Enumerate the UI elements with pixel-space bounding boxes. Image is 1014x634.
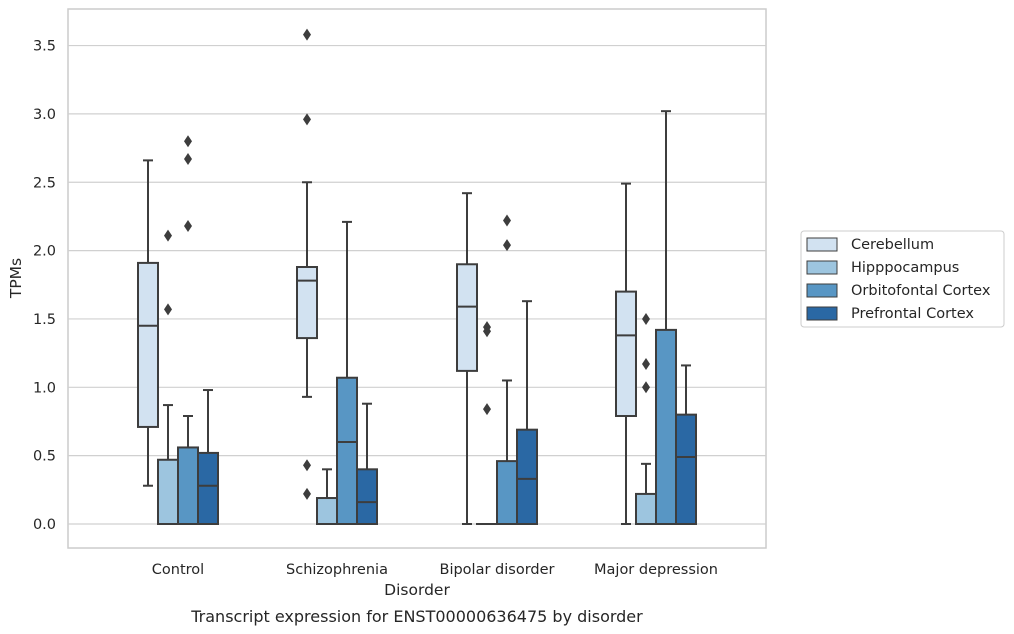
box-body (356, 468, 378, 526)
outlier-point (483, 325, 491, 338)
outlier-point (303, 459, 311, 472)
outlier-point (642, 358, 650, 371)
box-prefrontal-cortex (516, 300, 538, 525)
box-body (655, 328, 677, 525)
outlier-point (164, 229, 172, 242)
outlier-point (184, 219, 192, 232)
box-body (316, 497, 338, 526)
box-orbitofontal-cortex (496, 214, 518, 526)
box-orbitofontal-cortex (336, 220, 358, 525)
y-tick-label: 1.0 (33, 380, 56, 396)
outlier-point (184, 135, 192, 148)
box-cerebellum (615, 182, 637, 525)
box-body (197, 451, 219, 525)
box-prefrontal-cortex (675, 364, 697, 526)
outlier-point (483, 403, 491, 416)
legend-swatch (806, 260, 838, 275)
y-tick-label: 2.0 (33, 244, 56, 260)
legend-frame (800, 230, 1005, 328)
box-body (137, 261, 159, 428)
box-body (615, 290, 637, 418)
legend-swatch (806, 283, 838, 298)
box-cerebellum (137, 159, 159, 487)
box-body (675, 413, 697, 526)
box-body (157, 458, 179, 526)
y-tick-label: 3.5 (33, 39, 56, 55)
box-series (137, 28, 697, 526)
y-tick-label: 0.0 (33, 517, 56, 533)
x-tick-label: Major depression (594, 562, 718, 578)
x-tick-label: Bipolar disorder (440, 562, 555, 578)
x-tick-label: Control (152, 562, 204, 578)
x-tick-labels: Control Schizophrenia Bipolar disorder Majo… (152, 562, 718, 578)
legend-label: Prefrontal Cortex (851, 306, 974, 322)
box-prefrontal-cortex (197, 389, 219, 525)
box-body (177, 446, 199, 525)
y-axis-title: TPMs (7, 258, 25, 299)
y-tick-labels: 0.0 0.5 1.0 1.5 2.0 2.5 3.0 3.5 (33, 39, 56, 533)
box-body (456, 263, 478, 372)
outlier-point (503, 214, 511, 227)
box-orbitofontal-cortex (655, 110, 677, 525)
box-body (635, 492, 657, 525)
box-body (296, 266, 318, 340)
box-orbitofontal-cortex (177, 135, 199, 525)
legend-label: Hipppocampus (851, 260, 959, 276)
legend-label: Cerebellum (851, 237, 934, 253)
outlier-point (303, 113, 311, 126)
y-tick-label: 2.5 (33, 175, 56, 191)
legend-label: Orbitofontal Cortex (851, 283, 991, 299)
outlier-point (642, 312, 650, 325)
chart-caption: Transcript expression for ENST0000063647… (190, 607, 643, 626)
box-prefrontal-cortex (356, 402, 378, 526)
box-body (516, 428, 538, 525)
outlier-point (184, 153, 192, 166)
y-tick-label: 3.0 (33, 107, 56, 123)
outlier-point (503, 239, 511, 252)
x-tick-label: Schizophrenia (286, 562, 388, 578)
y-tick-label: 0.5 (33, 449, 56, 465)
box-cerebellum (456, 192, 478, 525)
box-hipppocampus (316, 468, 338, 526)
outlier-point (164, 303, 172, 316)
outlier-point (303, 487, 311, 500)
box-body (336, 376, 358, 525)
legend-swatch (806, 237, 838, 252)
outlier-point (642, 381, 650, 394)
x-axis-title: Disorder (384, 581, 450, 599)
box-body (496, 460, 518, 526)
legend: Cerebellum Hipppocampus Orbitofontal Corte… (800, 230, 1005, 328)
outlier-point (303, 28, 311, 41)
box-hipppocampus (635, 312, 657, 525)
y-tick-label: 1.5 (33, 312, 56, 328)
box-cerebellum (296, 28, 318, 500)
legend-swatch (806, 306, 838, 321)
